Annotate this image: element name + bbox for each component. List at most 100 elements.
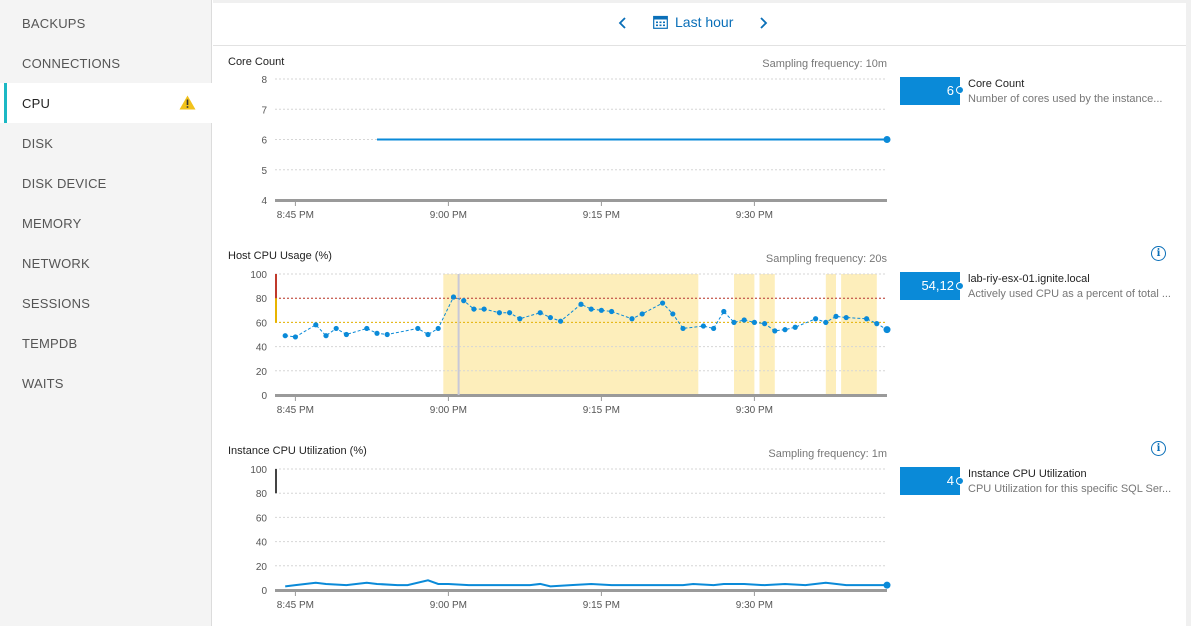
sidebar-item-label: SESSIONS [22,295,91,311]
data-point [762,321,768,327]
data-point [292,334,298,340]
x-tick-label: 9:15 PM [583,210,620,221]
data-point [364,325,370,332]
next-period-button[interactable] [753,13,773,33]
y-tick-label: 40 [256,538,268,549]
data-point [450,294,457,300]
x-tick-label: 9:00 PM [430,600,467,611]
data-point [883,326,891,334]
stat-name: Core Count [968,78,1025,90]
data-point [874,321,880,327]
x-tick-label: 9:30 PM [736,600,773,611]
data-point [731,319,737,325]
data-point [670,311,676,317]
core-count-chart[interactable]: 4 5 6 7 8 8:45 PM 9:00 PM 9:15 PM 9:30 PM [213,0,903,626]
data-point [751,319,758,325]
x-tick-label: 9:15 PM [583,405,620,416]
sidebar-item-cpu[interactable]: CPU [0,83,212,123]
y-tick-label: 5 [261,166,267,177]
data-point [343,331,349,338]
info-icon[interactable]: i [1151,441,1166,456]
scrollbar-track[interactable] [1186,0,1191,626]
data-point [680,325,686,332]
data-point [772,328,778,334]
sidebar-item-label: DISK [22,135,54,151]
data-point [517,316,523,322]
data-point [741,317,747,323]
data-point [435,325,441,332]
data-point [547,314,553,321]
sidebar-item-sessions[interactable]: SESSIONS [0,283,212,323]
stat-name: lab-riy-esx-01.ignite.local [968,273,1090,285]
data-point [782,327,788,333]
data-point [282,333,288,339]
data-point [333,325,339,332]
threshold-marker [275,469,277,494]
sidebar-item-label: BACKUPS [22,15,86,31]
data-point [384,331,390,338]
stat-name: Instance CPU Utilization [968,468,1087,480]
sidebar-item-network[interactable]: NETWORK [0,243,212,283]
sidebar-item-label: CONNECTIONS [22,55,121,71]
sidebar-item-disk[interactable]: DISK [0,123,212,163]
time-range-selector[interactable]: Last hour [653,14,733,30]
previous-period-button[interactable] [613,13,633,33]
chevron-right-icon [760,17,768,29]
x-tick-label: 9:30 PM [736,405,773,416]
highlight-band [443,274,699,395]
sidebar-nav: BACKUPS CONNECTIONS CPU DISK DISK DEVICE… [0,0,212,626]
data-point [700,323,706,329]
x-tick-label: 9:00 PM [430,405,467,416]
data-point [598,307,604,313]
data-point [721,308,727,315]
data-point [507,310,513,316]
highlight-band [841,274,877,395]
data-point [588,306,594,312]
sidebar-item-label: NETWORK [22,255,90,271]
stat-value-box: 6 [900,77,960,105]
highlight-band [734,274,755,395]
sidebar-item-tempdb[interactable]: TEMPDB [0,323,212,363]
y-tick-label: 80 [256,294,268,305]
warning-icon [179,95,196,110]
x-tick-label: 9:30 PM [736,210,773,221]
x-tick-label: 8:45 PM [277,405,314,416]
series-line [285,579,887,588]
data-point [864,316,870,322]
sidebar-item-label: DISK DEVICE [22,175,107,191]
chart-title: Instance CPU Utilization (%) [228,445,367,457]
data-point [711,325,717,332]
data-point [792,324,798,330]
data-point [609,308,615,315]
stat-value-box: 54,12 [900,272,960,300]
sidebar-item-backups[interactable]: BACKUPS [0,3,212,43]
y-tick-label: 80 [256,489,268,500]
stat-marker [956,282,964,290]
sidebar-item-waits[interactable]: WAITS [0,363,212,403]
data-point [823,319,829,325]
data-point [629,316,635,322]
y-tick-label: 100 [250,270,267,281]
stat-description: CPU Utilization for this specific SQL Se… [968,483,1172,495]
stat-description: Number of cores used by the instance... [968,93,1163,105]
stat-marker [956,86,964,94]
sidebar-item-label: MEMORY [22,215,82,231]
info-icon[interactable]: i [1151,246,1166,261]
y-tick-label: 8 [261,75,267,86]
y-tick-label: 0 [261,586,267,597]
sampling-frequency: Sampling frequency: 20s [765,253,887,265]
threshold-marker [275,298,277,323]
chevron-left-icon [618,17,626,29]
sampling-frequency: Sampling frequency: 10m [762,58,887,70]
sidebar-item-connections[interactable]: CONNECTIONS [0,43,212,83]
sidebar-item-disk-device[interactable]: DISK DEVICE [0,163,212,203]
threshold-marker [275,274,277,299]
stat-description: Actively used CPU as a percent of total … [968,288,1171,300]
sampling-frequency: Sampling frequency: 1m [768,448,887,460]
y-tick-label: 4 [261,196,267,207]
sidebar-item-memory[interactable]: MEMORY [0,203,212,243]
data-point [313,322,319,328]
chart-title: Host CPU Usage (%) [228,250,332,262]
